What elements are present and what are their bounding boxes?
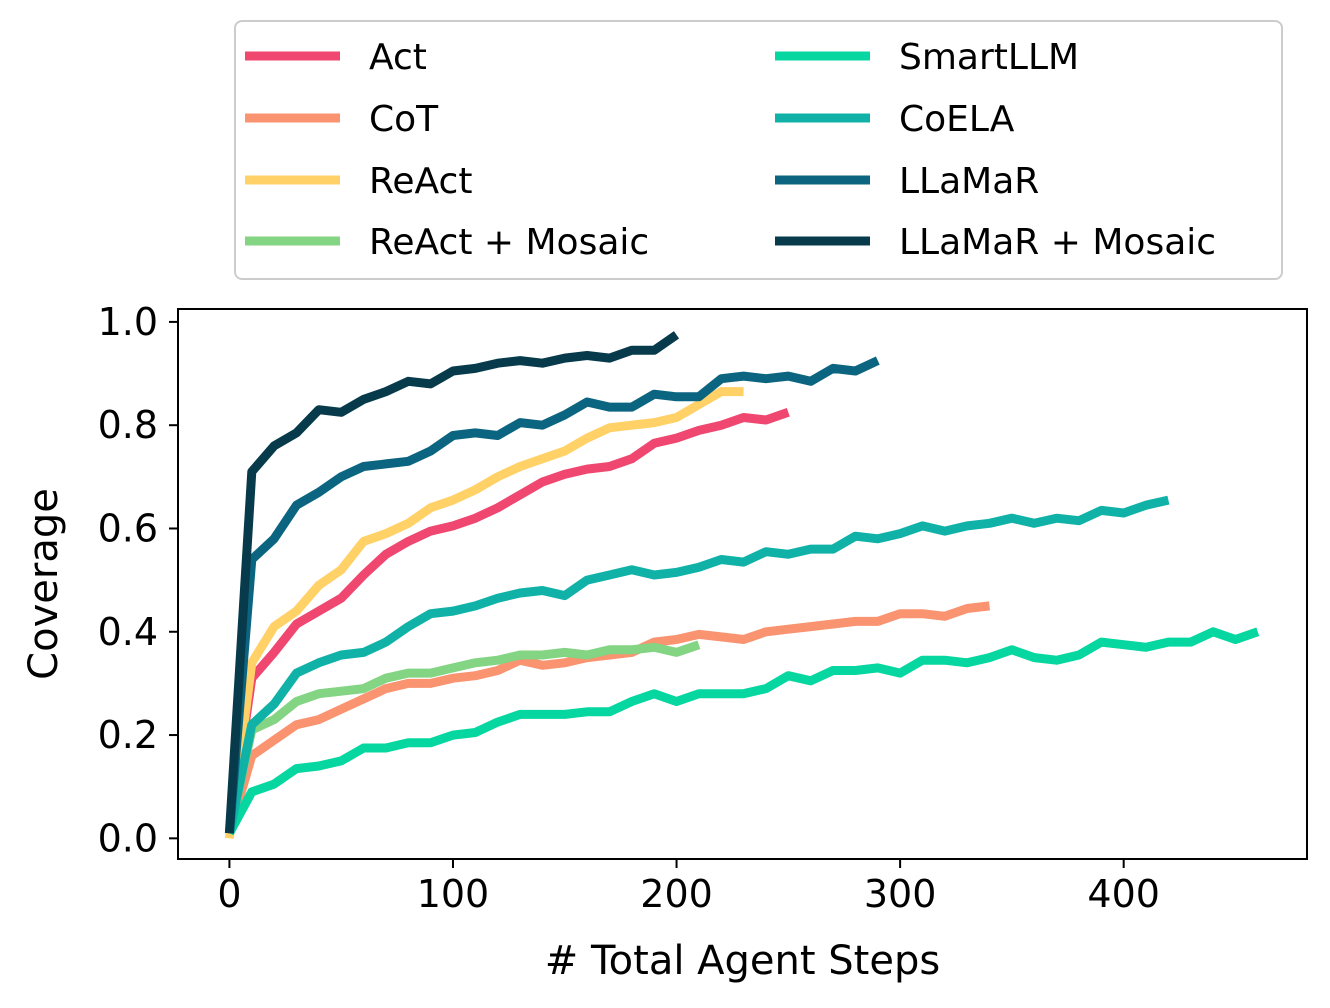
y-tick-label: 0.6 — [98, 506, 158, 550]
legend-label-llamar: LLaMaR — [899, 161, 1039, 202]
series-line-smartllm — [225, 627, 1260, 836]
x-axis: 0 100 200 300 400 — [217, 859, 1160, 916]
series-line-coela — [224, 495, 1170, 835]
x-tick-label: 300 — [864, 872, 937, 916]
series-line-react — [224, 387, 744, 839]
series-lines — [224, 331, 1260, 839]
x-tick-label: 400 — [1087, 872, 1160, 916]
y-tick-label: 0.2 — [98, 713, 158, 757]
series-line-cot — [225, 601, 991, 835]
y-tick-label: 1.0 — [98, 300, 158, 344]
plot-frame — [177, 308, 1308, 860]
legend-box — [234, 20, 1283, 280]
series-line-act — [224, 408, 790, 834]
legend-label-react-mosaic: ReAct + Mosaic — [369, 222, 649, 263]
y-axis-label: Coverage — [21, 488, 67, 680]
legend-label-smartllm: SmartLLM — [899, 37, 1079, 78]
legend-label-cot: CoT — [369, 99, 439, 140]
y-tick-label: 0.0 — [98, 816, 158, 860]
series-line-llamar-mosaic — [224, 331, 680, 834]
y-axis: 0.0 0.2 0.4 0.6 0.8 1.0 — [98, 300, 178, 860]
y-tick-label: 0.8 — [98, 403, 158, 447]
legend-label-coela: CoELA — [899, 99, 1015, 140]
x-tick-label: 200 — [640, 872, 713, 916]
legend: Act CoT ReAct ReAct + Mosaic SmartLLM CoELA LL… — [234, 20, 1283, 280]
legend-label-llamar-mosaic: LLaMaR + Mosaic — [899, 222, 1216, 263]
series-line-llamar — [224, 356, 880, 834]
x-tick-label: 100 — [417, 872, 490, 916]
y-tick-label: 0.4 — [98, 610, 158, 654]
legend-label-react: ReAct — [369, 161, 472, 202]
x-axis-label: # Total Agent Steps — [545, 938, 940, 984]
series-line-react-mosaic — [225, 640, 701, 835]
x-tick-label: 0 — [217, 872, 241, 916]
legend-label-act: Act — [369, 37, 427, 78]
